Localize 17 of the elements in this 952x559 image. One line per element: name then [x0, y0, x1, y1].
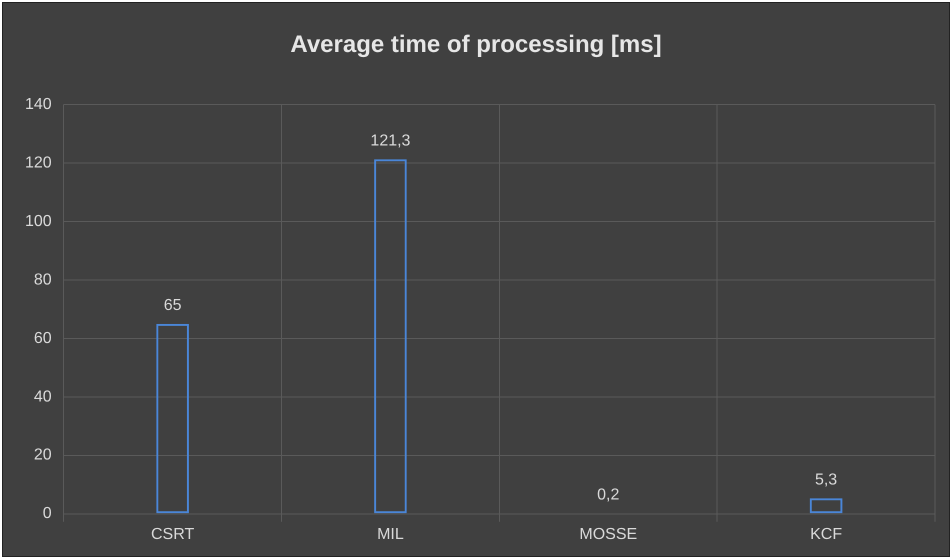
- data-label: 5,3: [814, 472, 838, 489]
- data-label: 0,2: [597, 486, 620, 504]
- y-tick-label: 40: [34, 388, 52, 406]
- y-tick-label: 0: [42, 505, 52, 522]
- data-label: 65: [164, 297, 182, 314]
- y-tick-label: 120: [24, 154, 52, 172]
- y-tick-label: 140: [24, 96, 52, 114]
- x-tick-label: CSRT: [150, 526, 194, 543]
- x-tick-label: MIL: [377, 526, 404, 543]
- y-tick-label: 80: [34, 271, 52, 288]
- x-tick-label: KCF: [810, 526, 842, 543]
- y-tick-label: 100: [24, 212, 52, 230]
- y-tick-label: 20: [34, 446, 52, 464]
- chart-title: Average time of processing [ms]: [289, 31, 663, 59]
- data-label: 121,3: [370, 132, 411, 150]
- y-tick-label: 60: [34, 330, 52, 347]
- x-tick-label: MOSSE: [579, 526, 638, 543]
